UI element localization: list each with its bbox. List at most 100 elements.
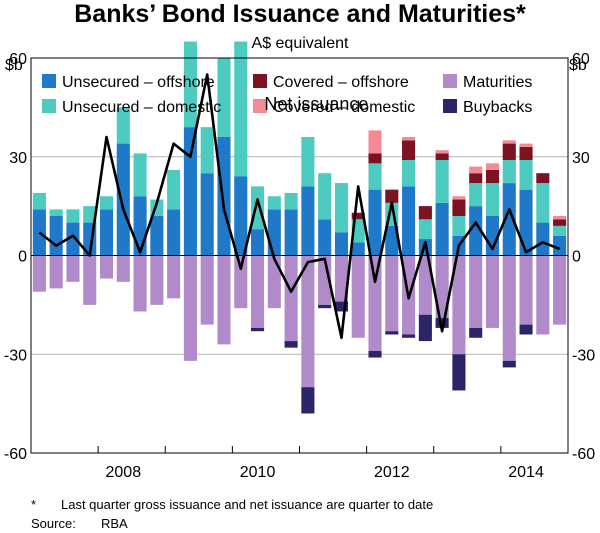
- y-tick-label-left: 0: [18, 249, 27, 266]
- bar-buybacks: [334, 301, 348, 312]
- y-tick-label-right: 30: [572, 150, 590, 167]
- bar-covered_offshore: [536, 173, 550, 184]
- legend-swatch-unsecured_offshore: [42, 74, 56, 88]
- bar-unsecured_offshore: [167, 209, 181, 256]
- annotations: Net issuance: [264, 94, 368, 114]
- bar-unsecured_offshore: [217, 137, 231, 256]
- bar-unsecured_domestic: [334, 183, 348, 233]
- bar-unsecured_offshore: [116, 143, 130, 256]
- bar-maturities: [133, 255, 147, 312]
- x-tick-label: 2008: [106, 464, 142, 481]
- bar-covered_offshore: [351, 212, 365, 220]
- bar-maturities: [385, 255, 399, 332]
- y-tick-label-left: 60: [9, 51, 27, 68]
- bar-unsecured_offshore: [251, 229, 265, 256]
- bar-unsecured_offshore: [351, 242, 365, 256]
- bar-covered_domestic: [368, 130, 382, 154]
- bar-unsecured_domestic: [318, 173, 332, 220]
- bars: [32, 41, 567, 414]
- x-tick-label: 2014: [508, 464, 544, 481]
- bar-covered_domestic: [553, 216, 567, 220]
- bar-maturities: [99, 255, 114, 279]
- legend-label-covered_domestic: Covered – domestic: [273, 99, 415, 116]
- net-issuance-line-group: [38, 73, 561, 340]
- y-tick-label-right: -30: [572, 347, 595, 364]
- bar-unsecured_domestic: [133, 153, 147, 197]
- bar-maturities: [83, 255, 97, 305]
- bar-unsecured_domestic: [49, 209, 63, 216]
- bar-unsecured_domestic: [301, 137, 315, 187]
- bar-maturities: [368, 255, 382, 351]
- net-issuance-line: [38, 73, 561, 340]
- legend-swatch-buybacks: [443, 99, 457, 113]
- footnote-text: Last quarter gross issuance and net issu…: [61, 497, 434, 512]
- bar-buybacks: [519, 324, 533, 335]
- bar-maturities: [234, 255, 248, 309]
- bar-unsecured_offshore: [284, 209, 298, 256]
- bar-maturities: [334, 255, 348, 302]
- bar-maturities: [435, 255, 449, 319]
- bar-unsecured_domestic: [116, 107, 130, 144]
- y-axis-label-left: $b: [5, 57, 23, 74]
- bar-covered_offshore: [553, 219, 567, 226]
- bar-covered_offshore: [385, 189, 399, 203]
- bar-maturities: [167, 255, 181, 299]
- bar-unsecured_offshore: [502, 183, 516, 256]
- bar-unsecured_offshore: [385, 225, 399, 256]
- bar-maturities: [485, 255, 500, 328]
- bar-covered_offshore: [452, 199, 466, 216]
- bar-buybacks: [284, 341, 298, 348]
- legend-label-maturities: Maturities: [463, 74, 532, 91]
- legend-label-unsecured_offshore: Unsecured – offshore: [62, 74, 215, 91]
- bar-unsecured_offshore: [32, 209, 46, 256]
- bar-unsecured_domestic: [267, 196, 281, 210]
- bar-unsecured_domestic: [234, 41, 248, 177]
- bar-covered_offshore: [418, 206, 432, 220]
- bar-maturities: [536, 255, 550, 335]
- bar-unsecured_domestic: [200, 127, 214, 174]
- bar-covered_domestic: [469, 166, 483, 174]
- bar-unsecured_offshore: [133, 196, 147, 256]
- bar-maturities: [452, 255, 466, 355]
- legend-swatch-covered_domestic: [253, 99, 267, 113]
- legend-label-buybacks: Buybacks: [463, 99, 532, 116]
- legend-label-covered_offshore: Covered – offshore: [273, 74, 409, 91]
- bar-unsecured_domestic: [167, 169, 181, 210]
- bar-buybacks: [368, 350, 382, 358]
- bar-covered_offshore: [519, 146, 533, 161]
- bar-unsecured_offshore: [519, 189, 533, 256]
- bar-maturities: [66, 255, 80, 282]
- bar-buybacks: [385, 331, 399, 335]
- legend-swatch-maturities: [443, 74, 457, 88]
- bar-covered_offshore: [435, 153, 449, 161]
- bar-maturities: [418, 255, 432, 315]
- bar-buybacks: [435, 318, 449, 328]
- bar-unsecured_domestic: [485, 183, 500, 216]
- bar-maturities: [553, 255, 567, 325]
- bar-maturities: [32, 255, 46, 292]
- y-axis-label-right: $b: [569, 57, 587, 74]
- bar-maturities: [469, 255, 483, 328]
- bar-unsecured_domestic: [32, 192, 46, 210]
- chart-title: Banks’ Bond Issuance and Maturities*: [74, 0, 526, 28]
- source-text: RBA: [101, 516, 128, 531]
- bar-unsecured_domestic: [502, 160, 516, 184]
- bar-buybacks: [452, 354, 466, 391]
- y-tick-label-right: 60: [572, 51, 590, 68]
- bar-maturities: [150, 255, 164, 305]
- y-tick-label-left: -30: [4, 347, 27, 364]
- bar-covered_offshore: [368, 153, 382, 164]
- x-tick-label: 2012: [374, 464, 410, 481]
- bar-covered_offshore: [402, 140, 416, 161]
- bar-buybacks: [251, 327, 265, 332]
- bar-unsecured_domestic: [217, 58, 231, 137]
- bar-unsecured_domestic: [99, 196, 114, 210]
- source-note: Source: RBA: [31, 516, 128, 531]
- bar-maturities: [49, 255, 63, 289]
- net-issuance-annotation: Net issuance: [264, 94, 368, 114]
- source-label: Source:: [31, 516, 76, 531]
- bar-maturities: [200, 255, 214, 325]
- bar-unsecured_offshore: [553, 235, 567, 256]
- x-tick-label: 2010: [240, 464, 276, 481]
- bar-unsecured_offshore: [318, 219, 332, 256]
